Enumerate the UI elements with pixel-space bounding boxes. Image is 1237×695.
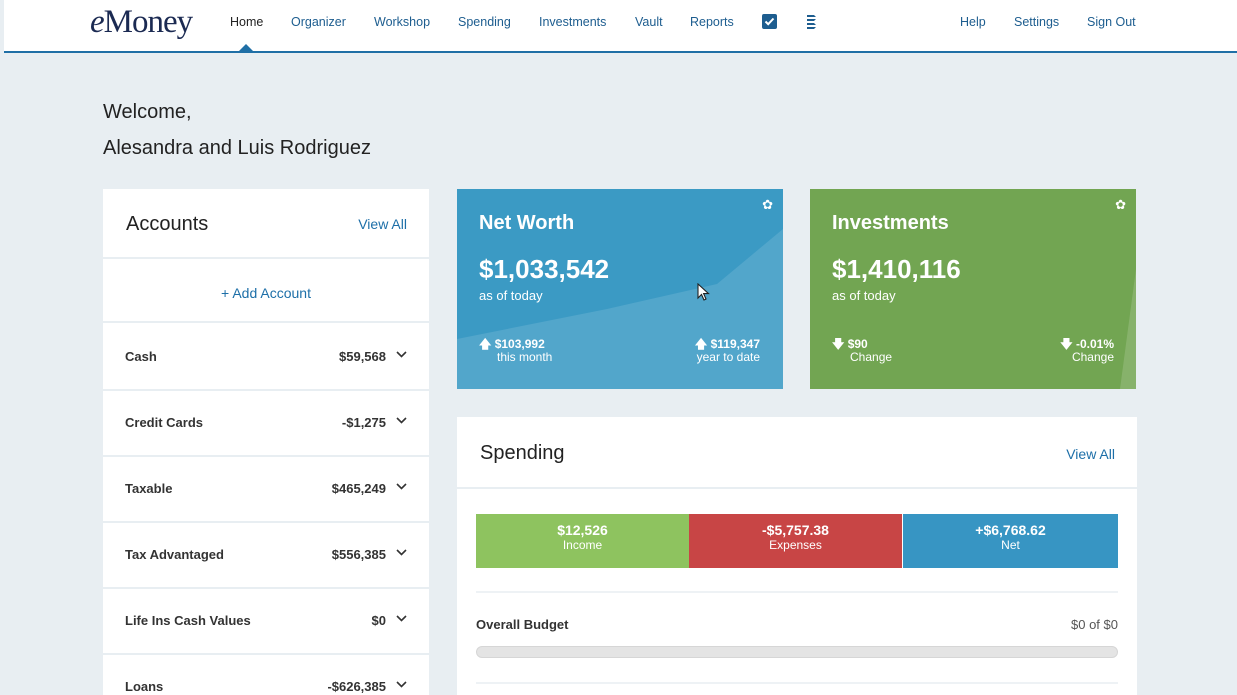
account-name: Tax Advantaged: [125, 547, 224, 562]
chevron-down-icon[interactable]: [396, 413, 407, 427]
accounts-view-all-link[interactable]: View All: [358, 216, 407, 232]
net-worth-trend-shape: [457, 229, 783, 389]
account-row-loans[interactable]: Loans -$626,385: [103, 655, 429, 695]
net-worth-card[interactable]: ✿ Net Worth $1,033,542 as of today 🡅 $10…: [457, 189, 783, 389]
welcome-label: Welcome,: [103, 101, 192, 123]
month-change-value: $103,992: [494, 337, 545, 351]
net-worth-value: $1,033,542: [479, 254, 610, 284]
add-account-link[interactable]: + Add Account: [221, 285, 311, 301]
investments-card[interactable]: ✿ Investments $1,410,116 as of today 🡇 $…: [810, 189, 1136, 389]
document-stack-icon[interactable]: [806, 14, 818, 35]
gear-icon[interactable]: ✿: [1115, 197, 1126, 212]
chevron-down-icon[interactable]: [396, 545, 407, 559]
divider: [476, 591, 1118, 593]
investments-as-of: as of today: [832, 288, 896, 303]
chevron-down-icon[interactable]: [396, 611, 407, 625]
arrow-down-icon: 🡇: [832, 337, 845, 351]
account-value: -$626,385: [327, 679, 386, 694]
account-row-taxable[interactable]: Taxable $465,249: [103, 457, 429, 523]
arrow-up-icon: 🡅: [479, 337, 492, 351]
accounts-header: Accounts View All: [103, 189, 429, 259]
spending-title: Spending: [480, 442, 565, 464]
month-change-label: this month: [497, 350, 553, 364]
account-name: Credit Cards: [125, 415, 204, 430]
investments-amount-change: 🡇 $90: [832, 335, 868, 356]
account-value: $465,249: [331, 481, 386, 496]
nav-investments[interactable]: Investments: [539, 15, 607, 29]
overall-budget-progress-bar: [476, 646, 1118, 658]
gear-icon[interactable]: ✿: [762, 197, 773, 212]
chevron-down-icon[interactable]: [396, 347, 407, 361]
account-value: $0: [371, 613, 386, 628]
amount-change-label: Change: [850, 350, 893, 364]
nav-spending[interactable]: Spending: [458, 15, 511, 29]
spending-panel: Spending View All $12,526 Income -$5,757…: [457, 417, 1137, 695]
investments-trend-shape: [1120, 269, 1136, 389]
overall-budget-value: $0 of $0: [1071, 617, 1118, 632]
net-segment[interactable]: +$6,768.62 Net: [903, 514, 1118, 568]
expenses-segment[interactable]: -$5,757.38 Expenses: [689, 514, 902, 568]
chevron-down-icon[interactable]: [396, 479, 407, 493]
net-worth-ytd-change: 🡅 $119,347: [695, 335, 760, 356]
account-name: Cash: [125, 349, 157, 364]
expenses-label: Expenses: [769, 538, 822, 552]
emoney-logo[interactable]: eMoney: [90, 4, 193, 40]
add-account-row: [103, 259, 429, 323]
account-value: -$1,275: [341, 415, 386, 430]
nav-vault[interactable]: Vault: [635, 15, 663, 29]
arrow-up-icon: 🡅: [694, 337, 708, 351]
pct-change-label: Change: [1071, 350, 1114, 364]
spending-view-all-link[interactable]: View All: [1066, 446, 1115, 462]
nav-workshop[interactable]: Workshop: [374, 15, 431, 29]
nav-home[interactable]: Home: [230, 15, 264, 29]
expenses-amount: -$5,757.38: [762, 522, 829, 538]
top-nav-bar: eMoney Home Organizer Workshop Spending …: [4, 0, 1237, 53]
mouse-cursor-icon: [697, 283, 710, 301]
nav-help[interactable]: Help: [960, 15, 986, 29]
investments-pct-change: 🡇 -0.01%: [1060, 335, 1114, 356]
active-nav-indicator: [239, 44, 253, 51]
net-worth-month-change: 🡅 $103,992: [479, 335, 545, 356]
nav-organizer[interactable]: Organizer: [291, 15, 346, 29]
account-name: Taxable: [125, 481, 173, 496]
ytd-change-label: year to date: [696, 350, 760, 364]
nav-sign-out[interactable]: Sign Out: [1087, 15, 1136, 29]
accounts-panel: Accounts View All + Add Account Cash $59…: [103, 189, 429, 695]
pct-change-value: -0.01%: [1075, 337, 1114, 351]
net-label: Net: [1001, 538, 1020, 552]
amount-change-value: $90: [847, 337, 868, 351]
chevron-down-icon[interactable]: [396, 677, 407, 691]
overall-budget-label: Overall Budget: [476, 617, 569, 632]
account-name: Loans: [125, 679, 164, 694]
account-value: $556,385: [331, 547, 386, 562]
divider: [476, 682, 1118, 684]
investments-value: $1,410,116: [832, 254, 961, 284]
account-row-cash[interactable]: Cash $59,568: [103, 325, 429, 391]
account-row-tax-advantaged[interactable]: Tax Advantaged $556,385: [103, 523, 429, 589]
account-row-credit-cards[interactable]: Credit Cards -$1,275: [103, 391, 429, 457]
accounts-title: Accounts: [126, 213, 209, 235]
account-name: Life Ins Cash Values: [125, 613, 251, 628]
client-name: Alesandra and Luis Rodriguez: [103, 137, 371, 159]
net-worth-as-of: as of today: [479, 288, 543, 303]
account-value: $59,568: [339, 349, 386, 364]
account-row-life-ins-cash-values[interactable]: Life Ins Cash Values $0: [103, 589, 429, 655]
checklist-icon[interactable]: [762, 14, 777, 34]
income-segment[interactable]: $12,526 Income: [476, 514, 689, 568]
investments-title: Investments: [832, 212, 949, 234]
nav-reports[interactable]: Reports: [690, 15, 734, 29]
ytd-change-value: $119,347: [710, 337, 760, 351]
nav-settings[interactable]: Settings: [1014, 15, 1060, 29]
arrow-down-icon: 🡇: [1060, 337, 1073, 351]
income-label: Income: [562, 538, 603, 552]
net-amount: +$6,768.62: [975, 522, 1046, 538]
divider: [457, 487, 1137, 489]
income-amount: $12,526: [557, 522, 608, 538]
net-worth-title: Net Worth: [479, 212, 575, 234]
